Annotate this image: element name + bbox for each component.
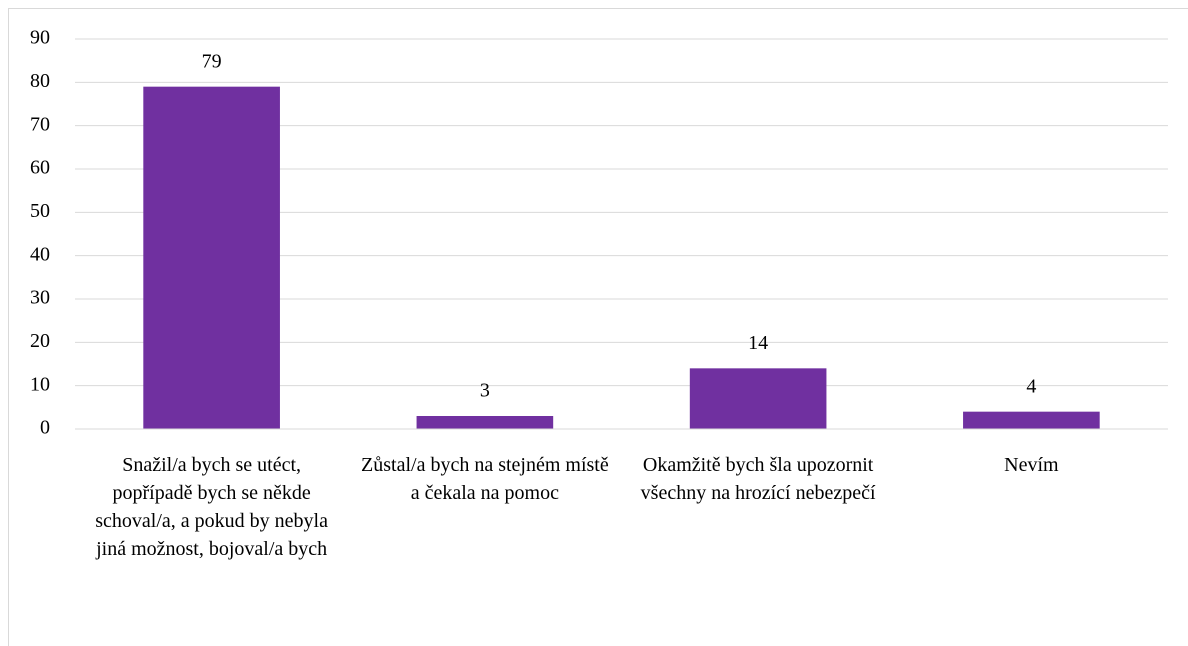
y-tick-label: 70: [30, 113, 50, 135]
chart-border: [8, 8, 1188, 646]
y-tick-label: 10: [30, 373, 50, 395]
y-tick-label: 40: [30, 243, 50, 265]
x-tick-label: Zůstal/a bych na stejném místě a čekala n…: [361, 454, 609, 504]
bar: [416, 416, 554, 429]
bar: [689, 368, 827, 429]
x-tick-label: Snažil/a bych se utéct, popřípadě bych se…: [95, 454, 328, 560]
y-tick-label: 30: [30, 287, 50, 309]
bar: [143, 86, 280, 430]
y-tick-label: 50: [30, 200, 50, 222]
x-tick-label: Okamžitě bych šla upozornit všechny na hr…: [641, 454, 876, 504]
y-tick-label: 0: [40, 417, 50, 439]
data-label: 14: [748, 332, 768, 354]
data-label: 4: [1026, 375, 1036, 397]
data-label: 3: [480, 380, 490, 402]
y-tick-label: 60: [30, 157, 50, 179]
y-tick-label: 80: [30, 70, 50, 92]
x-tick-label: Nevím: [1004, 454, 1059, 476]
y-tick-label: 20: [30, 330, 50, 352]
bar: [963, 411, 1100, 429]
y-tick-label: 90: [30, 27, 50, 49]
data-label: 79: [202, 50, 222, 72]
